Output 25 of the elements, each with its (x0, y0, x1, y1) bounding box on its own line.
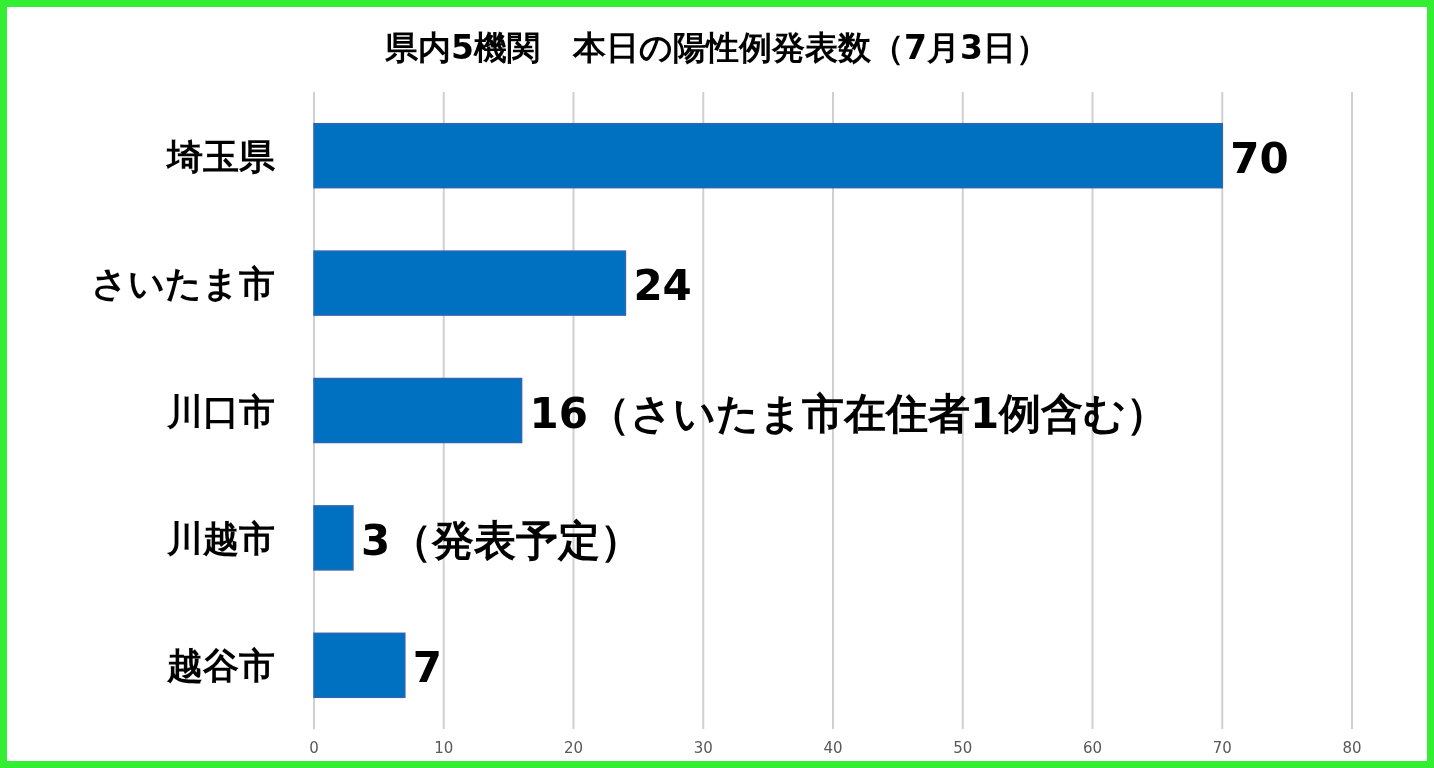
x-tick-label: 10 (434, 739, 454, 757)
chart-title: 県内5機関 本日の陽性例発表数（7月3日） (384, 28, 1049, 67)
x-tick-label: 40 (823, 739, 843, 757)
bar (313, 122, 1223, 189)
x-tick-label: 80 (1342, 739, 1362, 757)
data-label: 70 (1230, 133, 1289, 183)
x-tick-label: 0 (309, 739, 319, 757)
data-label: 24 (633, 261, 692, 311)
y-tick-label: さいたま市 (91, 263, 275, 305)
bar (313, 377, 523, 444)
y-tick-label: 川口市 (166, 390, 275, 432)
y-tick-label: 埼玉県 (165, 135, 276, 177)
data-label: 16（さいたま市在住者1例含む） (529, 388, 1169, 438)
data-label: 3（発表予定） (360, 515, 643, 565)
data-label: 7 (412, 643, 443, 693)
x-tick-label: 70 (1212, 739, 1232, 757)
bar (313, 250, 627, 316)
bar (313, 632, 406, 699)
y-tick-label: 越谷市 (166, 645, 275, 687)
bar (313, 505, 354, 571)
x-tick-label: 30 (693, 739, 713, 757)
x-tick-label: 20 (563, 739, 584, 757)
x-tick-label: 60 (1082, 739, 1103, 757)
x-tick-label: 50 (953, 739, 973, 757)
y-tick-label: 川越市 (166, 517, 275, 559)
